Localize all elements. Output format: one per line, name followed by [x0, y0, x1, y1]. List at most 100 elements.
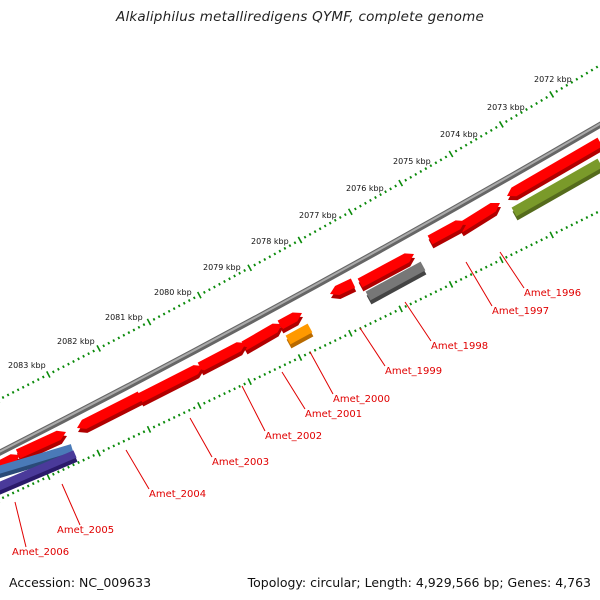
inner-tick-track	[0, 211, 599, 503]
minor-tick	[394, 309, 397, 313]
minor-tick	[167, 309, 171, 313]
minor-tick	[323, 343, 327, 347]
minor-tick	[127, 437, 131, 441]
gene-label: Amet_1996	[524, 288, 581, 299]
minor-tick	[374, 319, 377, 323]
minor-tick	[293, 241, 297, 245]
gene-olive	[511, 158, 600, 221]
minor-tick	[575, 221, 579, 224]
minor-tick	[545, 95, 549, 99]
minor-tick	[469, 273, 473, 277]
outer-tick-track	[0, 65, 599, 403]
minor-tick	[580, 218, 584, 222]
minor-tick	[283, 363, 287, 367]
minor-tick	[404, 178, 408, 182]
minor-tick	[384, 314, 387, 318]
minor-tick	[570, 80, 574, 84]
minor-tick	[424, 167, 428, 171]
minor-tick	[434, 161, 438, 165]
kbp-label: 2077 kbp	[299, 211, 337, 220]
label-leader	[14, 501, 27, 548]
minor-tick	[192, 406, 196, 410]
minor-tick	[87, 456, 90, 460]
gene-amet-2006-body	[15, 430, 67, 459]
major-tick	[348, 329, 353, 337]
gene-label: Amet_2004	[149, 489, 206, 500]
minor-tick	[444, 155, 448, 159]
minor-tick	[359, 204, 362, 208]
minor-tick	[258, 375, 262, 379]
minor-tick	[530, 243, 533, 247]
minor-tick	[590, 68, 594, 72]
minor-tick	[117, 336, 121, 340]
gene-label: Amet_1998	[431, 341, 488, 352]
minor-tick	[469, 140, 473, 144]
minor-tick	[137, 432, 141, 436]
minor-tick	[11, 491, 15, 495]
minor-tick	[6, 493, 10, 497]
minor-tick	[87, 352, 90, 356]
minor-tick	[474, 270, 478, 274]
minor-tick	[21, 385, 25, 389]
minor-tick	[419, 297, 423, 301]
minor-tick	[555, 230, 559, 234]
minor-tick	[414, 300, 418, 304]
kbp-label: 2072 kbp	[534, 75, 572, 84]
minor-tick	[233, 274, 236, 278]
minor-tick	[459, 146, 463, 150]
minor-tick	[67, 465, 70, 469]
minor-tick	[187, 408, 191, 412]
minor-tick	[424, 295, 428, 299]
major-tick	[46, 370, 51, 378]
minor-tick	[208, 399, 211, 403]
major-tick	[498, 121, 504, 128]
minor-tick	[328, 221, 332, 225]
major-tick	[247, 264, 253, 272]
minor-tick	[6, 393, 10, 397]
kbp-label: 2073 kbp	[487, 103, 525, 112]
major-tick	[347, 208, 353, 216]
minor-tick	[540, 98, 543, 102]
minor-tick	[57, 367, 60, 371]
major-tick	[549, 231, 554, 239]
minor-tick	[585, 216, 589, 219]
minor-tick	[338, 215, 342, 219]
minor-tick	[525, 245, 528, 249]
minor-tick	[560, 228, 564, 232]
gene-label: Amet_2000	[333, 394, 390, 405]
minor-tick	[142, 430, 146, 434]
gene-amet-1997b-body	[427, 220, 465, 245]
gene-amet-2002	[241, 323, 283, 355]
minor-tick	[374, 196, 377, 199]
minor-tick	[263, 372, 267, 376]
gene-label: Amet_2002	[265, 431, 322, 442]
minor-tick	[31, 380, 35, 384]
label-leader	[241, 385, 266, 432]
label-leader	[465, 261, 493, 307]
gene-label: Amet_2005	[57, 525, 114, 536]
minor-tick	[323, 224, 327, 228]
minor-tick	[313, 230, 317, 234]
gene-amet-2005	[77, 391, 144, 433]
minor-tick	[177, 413, 181, 417]
minor-tick	[218, 282, 221, 286]
minor-tick	[26, 484, 30, 488]
minor-tick	[364, 324, 367, 328]
gene-amet-1997b	[427, 220, 466, 249]
minor-tick	[26, 383, 30, 387]
gene-label: Amet_1999	[385, 366, 442, 377]
minor-tick	[62, 365, 65, 369]
kbp-label: 2080 kbp	[154, 288, 192, 297]
kbp-label: 2076 kbp	[346, 184, 384, 193]
minor-tick	[102, 344, 106, 348]
gene-blue	[0, 444, 75, 478]
minor-tick	[258, 260, 262, 264]
genome-backbone	[0, 121, 600, 456]
minor-tick	[102, 449, 106, 453]
minor-tick	[16, 388, 20, 392]
gene-gray	[365, 261, 427, 305]
minor-tick	[228, 277, 231, 281]
minor-tick	[525, 108, 528, 111]
gene-olive-body	[511, 158, 600, 217]
